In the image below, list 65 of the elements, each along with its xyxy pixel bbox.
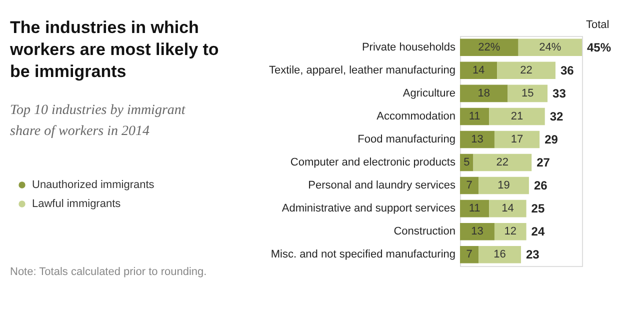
data-label: 15	[522, 87, 534, 100]
total-label: 25	[531, 202, 545, 216]
y-tick-label: Food manufacturing	[358, 133, 456, 146]
data-label: 14	[472, 64, 485, 76]
data-label: 22	[496, 156, 509, 169]
bar	[478, 176, 529, 194]
y-tick-label: Construction	[394, 226, 456, 238]
data-label: 17	[510, 133, 524, 146]
bar	[489, 108, 545, 126]
data-label: 5	[464, 156, 470, 169]
data-label: 11	[468, 110, 480, 122]
data-label: 19	[498, 180, 510, 192]
total-label: 27	[536, 156, 550, 170]
data-label: 22%	[478, 41, 500, 54]
data-label: 7	[466, 248, 472, 261]
data-label: 16	[494, 248, 506, 261]
bar	[460, 84, 508, 102]
y-tick-label: Misc. and not specified manufacturing	[270, 248, 456, 261]
y-tick-label: Textile, apparel, leather manufacturing	[269, 64, 456, 76]
y-tick-label: Computer and electronic products	[290, 156, 456, 169]
bar	[460, 246, 479, 264]
total-label: 26	[534, 178, 548, 193]
bar	[497, 62, 556, 80]
text: Note: Totals calculated prior to rounding.	[10, 266, 207, 278]
y-tick-label: Agriculture	[402, 87, 456, 100]
y-tick-label: Private households	[362, 41, 456, 54]
y-tick-label: Personal and laundry services	[308, 180, 456, 192]
bar	[460, 130, 494, 148]
bar	[518, 38, 582, 56]
total-label: 33	[552, 86, 566, 100]
total-label: 36	[560, 63, 574, 78]
text: Total	[586, 19, 610, 31]
bar	[460, 38, 518, 56]
total-label: 24	[531, 224, 545, 239]
text: Top 10 industries by immigrant share of workers in 2014	[10, 103, 186, 139]
bar	[494, 130, 540, 148]
bar	[460, 108, 490, 126]
bar	[473, 154, 532, 172]
data-label: 13	[471, 133, 484, 146]
data-label: 18	[478, 87, 490, 100]
y-tick-label: Accommodation	[376, 110, 456, 122]
bar	[478, 246, 521, 264]
legend-label: Lawful immigrants	[32, 198, 122, 210]
bar	[460, 62, 498, 80]
text: The industries in which workers are most likely to be immigrants	[9, 18, 219, 81]
data-label: 22	[520, 64, 532, 76]
data-label: 11	[468, 202, 480, 215]
total-label: 29	[544, 132, 558, 146]
bar	[460, 200, 490, 218]
data-label: 12	[504, 226, 517, 238]
total-label: 45%	[587, 40, 612, 54]
data-label: 13	[471, 226, 484, 238]
bar	[494, 222, 526, 240]
data-label: 21	[510, 110, 524, 122]
bar	[460, 222, 494, 240]
total-label: 32	[550, 109, 564, 124]
data-label: 24%	[539, 41, 562, 54]
bar	[460, 176, 479, 194]
legend-label: Unauthorized immigrants	[32, 179, 155, 191]
bar	[489, 200, 526, 218]
y-tick-label: Administrative and support services	[282, 202, 456, 215]
data-label: 7	[466, 180, 472, 192]
data-label: 14	[502, 202, 514, 215]
total-label: 23	[526, 248, 540, 262]
bar	[508, 84, 548, 102]
